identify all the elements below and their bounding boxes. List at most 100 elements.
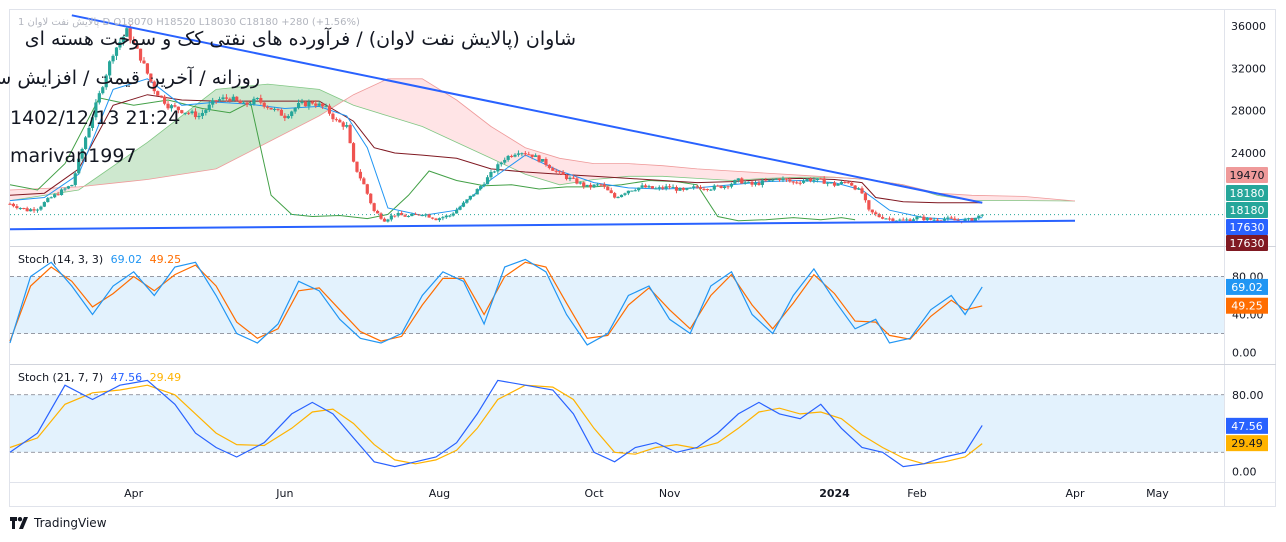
candle-up (623, 193, 627, 195)
candle-down (970, 218, 974, 222)
candle-up (678, 187, 682, 191)
candle-down (843, 181, 847, 183)
candle-up (111, 55, 115, 62)
datetime-label: 1402/12/13 21:24 (10, 107, 181, 129)
candle-down (132, 40, 136, 44)
x-tick-label: May (1146, 487, 1169, 500)
candle-up (753, 182, 758, 185)
candle-up (534, 155, 538, 157)
candle-down (369, 193, 373, 204)
candle-down (874, 212, 878, 215)
candle-up (125, 28, 129, 37)
candle-up (455, 209, 459, 214)
stoch1-band-fill (10, 276, 1224, 334)
candle-up (29, 209, 33, 212)
candle-up (458, 206, 462, 210)
candle-up (815, 178, 819, 181)
stoch1-legend[interactable]: Stoch (14, 3, 3) 69.02 49.25 (18, 253, 181, 266)
candle-down (11, 203, 16, 207)
candle-down (314, 103, 318, 106)
candle-down (674, 187, 679, 191)
candle-up (296, 102, 301, 109)
candle-up (410, 214, 414, 217)
candle-up (83, 137, 88, 150)
candle-up (506, 155, 510, 160)
candle-up (300, 101, 304, 103)
candle-down (338, 119, 342, 123)
candle-down (162, 96, 167, 104)
candle-up (856, 188, 861, 190)
candle-up (911, 219, 916, 221)
candle-down (719, 185, 723, 189)
candle-down (668, 186, 672, 188)
candle-up (468, 195, 472, 200)
candle-up (451, 213, 455, 216)
candle-down (341, 122, 345, 127)
candle-up (66, 186, 71, 189)
candle-up (630, 190, 634, 192)
candle-up (70, 184, 74, 187)
price-tag (1226, 235, 1268, 251)
candle-up (207, 104, 211, 111)
candle-up (966, 218, 971, 220)
candle-up (485, 177, 490, 185)
stoch1-d-tag (1226, 297, 1268, 314)
candle-up (49, 197, 53, 199)
candle-down (870, 209, 874, 213)
candle-up (465, 199, 469, 203)
candle-down (427, 214, 431, 218)
candle-down (891, 218, 895, 222)
candle-down (159, 95, 163, 97)
candle-down (887, 218, 892, 220)
candle-down (650, 186, 655, 189)
candle-up (671, 187, 675, 189)
candle-up (59, 189, 64, 196)
candle-up (771, 179, 775, 181)
candle-down (22, 207, 26, 209)
candle-up (424, 214, 428, 216)
candle-up (183, 112, 187, 114)
candle-down (355, 161, 359, 172)
stoch2-legend[interactable]: Stoch (21, 7, 7) 47.56 29.49 (18, 371, 181, 384)
candle-up (973, 217, 977, 222)
stoch2-k-line (9, 379, 983, 468)
candle-up (578, 182, 582, 184)
candle-down (558, 171, 562, 173)
candle-up (503, 159, 507, 163)
candle-down (25, 208, 29, 212)
y-tick-label: 36000 (1231, 20, 1266, 33)
candle-down (881, 217, 885, 219)
candle-down (180, 110, 184, 114)
candle-down (777, 178, 782, 181)
candle-up (197, 115, 201, 118)
candle-down (331, 113, 335, 120)
candle-up (87, 127, 91, 138)
stoch1-d-tag-label: 49.25 (1231, 300, 1263, 313)
y-tick-label: 32000 (1231, 62, 1266, 75)
candle-up (104, 75, 108, 88)
candle-down (56, 194, 60, 196)
candle-down (348, 125, 352, 144)
tradingview-brand[interactable]: TradingView (10, 516, 107, 530)
candle-down (365, 184, 369, 194)
stoch2-d-value: 29.49 (149, 371, 182, 384)
candle-down (228, 98, 232, 101)
candle-down (588, 184, 593, 188)
candle-down (606, 186, 610, 191)
candle-up (252, 98, 256, 105)
candle-up (272, 108, 277, 110)
candle-up (121, 36, 125, 43)
candle-down (269, 107, 273, 110)
candle-up (688, 187, 692, 189)
candle-up (905, 219, 909, 221)
x-tick-label: Jun (275, 487, 293, 500)
candle-down (832, 182, 837, 186)
candle-up (324, 105, 328, 107)
y-tick-label: 28000 (1231, 105, 1266, 118)
candle-up (53, 194, 57, 198)
author-label: marivan1997 (10, 145, 137, 167)
candle-down (32, 209, 36, 211)
kumo-cloud-bear (10, 185, 86, 201)
candle-up (437, 218, 442, 221)
